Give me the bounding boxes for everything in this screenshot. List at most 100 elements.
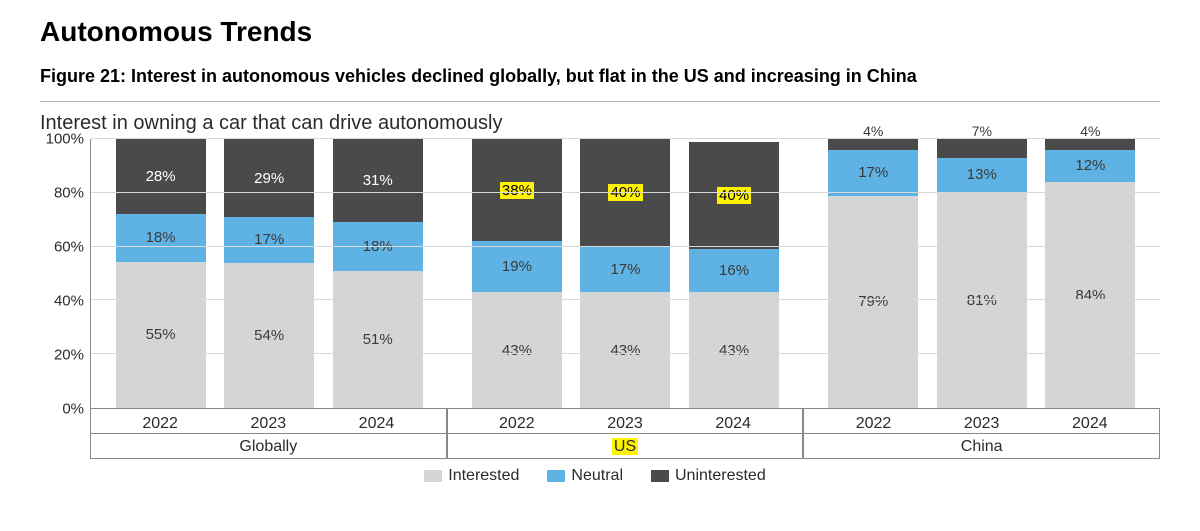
- bars-region: 28% 18% 55% 29% 17% 54% 31% 18% 51% 38% 19% 43% 40% 1…: [90, 139, 1160, 409]
- stacked-bar: 29% 17% 54%: [224, 139, 314, 408]
- bar-segment-value: 28%: [146, 168, 176, 185]
- bar-segment-value: 43%: [719, 342, 749, 359]
- bar-segment-value: 31%: [363, 172, 393, 189]
- bar-segment-value: 17%: [610, 261, 640, 278]
- x-axis-region-label: China: [803, 434, 1160, 459]
- x-axis-year-label: 2024: [331, 409, 421, 433]
- bar-segment-uninterested: 40%: [580, 139, 670, 247]
- gridline: [91, 246, 1160, 247]
- bar-segment-uninterested: 29%: [224, 139, 314, 217]
- bar-segment-neutral: 17%: [828, 150, 918, 196]
- x-axis-year-label: 2024: [1045, 409, 1135, 433]
- stacked-bar: 31% 18% 51%: [333, 139, 423, 408]
- x-axis-years-row: 2022 2023 2024 2022 2023 2024 2022 2023 2024: [90, 409, 1160, 434]
- bar-segment-uninterested: 31%: [333, 139, 423, 222]
- bar-segment-value: 79%: [858, 293, 888, 310]
- stacked-bar: 4%17%79%: [828, 139, 918, 408]
- legend-swatch: [651, 470, 669, 482]
- legend-label: Uninterested: [675, 467, 766, 485]
- bar-segment-value: 40%: [717, 187, 751, 204]
- bar-segment-interested: 51%: [333, 271, 423, 408]
- bar-segment-value: 13%: [967, 166, 997, 183]
- bar-segment-uninterested: 40%: [689, 142, 779, 250]
- y-axis-tick: 40%: [54, 293, 84, 310]
- x-axis-year-label: 2022: [115, 409, 205, 433]
- stacked-bar: 28% 18% 55%: [116, 139, 206, 408]
- bar-segment-interested: 79%: [828, 196, 918, 409]
- x-axis-region-label: Globally: [90, 434, 447, 459]
- bar-group: 38% 19% 43% 40% 17% 43% 40% 16% 43%: [447, 139, 803, 408]
- bar-groups-row: 28% 18% 55% 29% 17% 54% 31% 18% 51% 38% 19% 43% 40% 1…: [91, 139, 1160, 408]
- y-axis-tick: 100%: [46, 131, 84, 148]
- bar-segment-value: 51%: [363, 331, 393, 348]
- bar-segment-value: 7%: [937, 123, 1027, 139]
- bar-segment-value: 43%: [610, 342, 640, 359]
- x-axis: 2022 2023 2024 2022 2023 2024 2022 2023 2024 Glo…: [90, 409, 1160, 459]
- y-axis-tick: 20%: [54, 347, 84, 364]
- y-axis-tick: 80%: [54, 185, 84, 202]
- section-title: Autonomous Trends: [40, 16, 1160, 48]
- x-axis-year-label: 2023: [223, 409, 313, 433]
- bar-segment-neutral: 18%: [333, 222, 423, 270]
- bar-segment-neutral: 17%: [224, 217, 314, 263]
- chart-container: Interest in owning a car that can drive …: [30, 112, 1160, 485]
- x-axis-year-group: 2022 2023 2024: [447, 409, 804, 434]
- bar-segment-interested: 43%: [689, 292, 779, 408]
- bar-segment-interested: 43%: [580, 292, 670, 408]
- gridline: [91, 138, 1160, 139]
- bar-segment-value: 43%: [502, 342, 532, 359]
- bar-segment-value: 4%: [1045, 123, 1135, 139]
- bar-segment-neutral: 12%: [1045, 150, 1135, 182]
- bar-segment-interested: 54%: [224, 263, 314, 408]
- bar-segment-value: 84%: [1075, 287, 1105, 304]
- legend-swatch: [424, 470, 442, 482]
- x-axis-year-label: 2024: [688, 409, 778, 433]
- bar-segment-value: 40%: [608, 184, 642, 201]
- bar-segment-neutral: 13%: [937, 158, 1027, 193]
- bar-segment-neutral: 17%: [580, 247, 670, 293]
- bar-segment-value: 16%: [719, 262, 749, 279]
- bar-segment-value: 18%: [363, 238, 393, 255]
- legend-item: Uninterested: [651, 467, 766, 485]
- bar-segment-neutral: 18%: [116, 214, 206, 262]
- bar-segment-value: 38%: [500, 182, 534, 199]
- bar-group: 28% 18% 55% 29% 17% 54% 31% 18% 51%: [91, 139, 447, 408]
- legend-label: Interested: [448, 467, 519, 485]
- legend-item: Interested: [424, 467, 519, 485]
- stacked-bar: 7%13%81%: [937, 139, 1027, 408]
- bar-segment-value: 4%: [828, 123, 918, 139]
- bar-segment-neutral: 16%: [689, 249, 779, 292]
- x-axis-year-label: 2023: [937, 409, 1027, 433]
- bar-segment-value: 12%: [1075, 157, 1105, 174]
- bar-segment-value: 29%: [254, 170, 284, 187]
- bar-segment-interested: 43%: [472, 292, 562, 408]
- bar-group: 4% 17% 79% 7%13%81%4% 12% 84%: [804, 139, 1160, 408]
- gridline: [91, 299, 1160, 300]
- chart-legend: Interested Neutral Uninterested: [30, 467, 1160, 485]
- bar-segment-value: 19%: [502, 258, 532, 275]
- legend-swatch: [547, 470, 565, 482]
- x-axis-year-label: 2023: [580, 409, 670, 433]
- y-axis-tick: 0%: [62, 401, 84, 418]
- bar-segment-value: 54%: [254, 327, 284, 344]
- stacked-bar: 4% 12% 84%: [1045, 139, 1135, 408]
- x-axis-year-group: 2022 2023 2024: [90, 409, 447, 434]
- x-axis-regions-row: GloballyUSChina: [90, 434, 1160, 459]
- bar-segment-uninterested: 7%: [937, 139, 1027, 158]
- bar-segment-value: 55%: [146, 326, 176, 343]
- stacked-bar: 40% 16% 43%: [689, 139, 779, 408]
- bar-segment-uninterested: 4%: [1045, 139, 1135, 150]
- figure-caption: Figure 21: Interest in autonomous vehicl…: [40, 66, 1160, 87]
- x-axis-year-group: 2022 2023 2024: [803, 409, 1160, 434]
- stacked-bar: 38% 19% 43%: [472, 139, 562, 408]
- x-axis-year-label: 2022: [472, 409, 562, 433]
- bar-segment-neutral: 19%: [472, 241, 562, 292]
- x-axis-year-label: 2022: [829, 409, 919, 433]
- gridline: [91, 353, 1160, 354]
- legend-label: Neutral: [571, 467, 623, 485]
- x-axis-region-label: US: [447, 434, 804, 459]
- y-axis: 0%20%40%60%80%100%: [30, 139, 90, 409]
- stacked-bar: 40% 17% 43%: [580, 139, 670, 408]
- bar-segment-uninterested: 38%: [472, 139, 562, 241]
- gridline: [91, 192, 1160, 193]
